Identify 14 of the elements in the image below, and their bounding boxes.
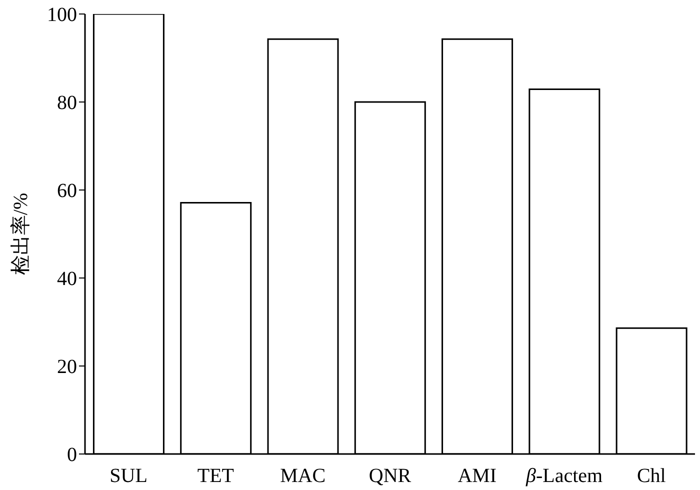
x-tick-label: AMI: [458, 465, 497, 487]
y-tick-label: 20: [57, 356, 77, 378]
y-tick-label: 0: [67, 444, 77, 466]
x-tick-label: MAC: [280, 465, 326, 487]
y-tick-label: 40: [57, 268, 77, 290]
y-axis-title: 检出率/%: [10, 192, 32, 276]
x-tick-label: β-Lactem: [524, 465, 604, 487]
x-tick-label: SUL: [110, 465, 148, 487]
y-tick-label: 80: [57, 92, 77, 114]
x-tick-label: Chl: [636, 465, 666, 487]
x-tick-label: TET: [197, 465, 234, 487]
y-tick-label: 100: [47, 4, 77, 26]
x-tick-label: QNR: [368, 465, 412, 487]
y-tick-label: 60: [57, 180, 77, 202]
